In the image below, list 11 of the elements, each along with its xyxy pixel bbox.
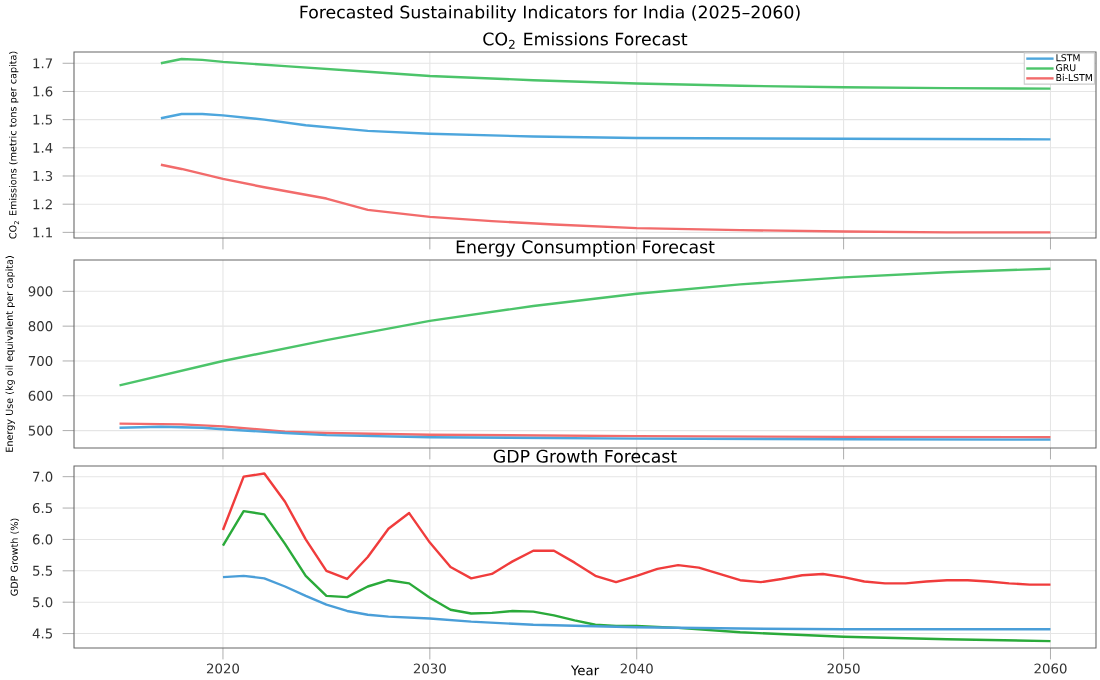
line-series [221, 472, 1052, 586]
line-series [118, 267, 1052, 387]
line-series [221, 574, 1052, 631]
line-series [159, 57, 1052, 90]
line-series [159, 163, 1052, 234]
chart-title: Energy Consumption Forecast [456, 240, 715, 257]
chart-subtitle: CO$_{2}$ Emissions Forecast [483, 32, 688, 49]
line-series [159, 112, 1052, 141]
chart-title: GDP Growth Forecast [493, 449, 677, 463]
chart-title: Forecasted Sustainability Indicators for India (2025–2060) [300, 5, 800, 22]
line-series [221, 509, 1052, 643]
